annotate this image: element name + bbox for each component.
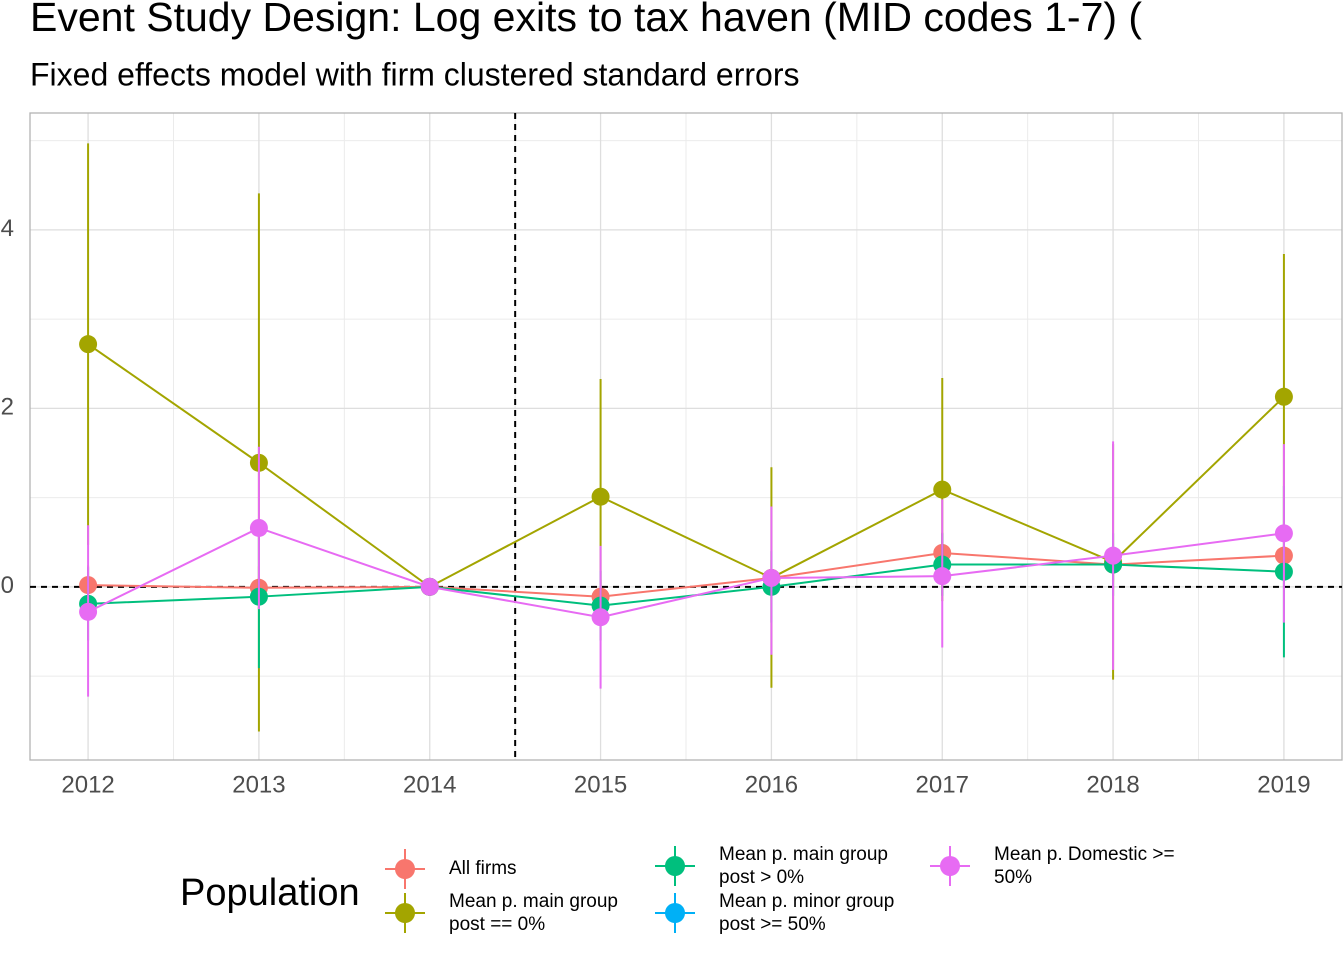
point — [933, 567, 952, 586]
panel-border — [29, 112, 1343, 761]
series-line — [88, 551, 1284, 598]
legend-key — [940, 856, 960, 876]
legend-label: Mean p. minor group post >= 50% — [719, 891, 895, 935]
legend-label: Mean p. Domestic >= 50% — [994, 844, 1175, 888]
x-tick-label: 2018 — [1086, 771, 1139, 798]
point — [79, 602, 98, 621]
point — [420, 577, 439, 596]
x-tick-label: 2014 — [403, 771, 456, 798]
legend-label: Mean p. main group post > 0% — [719, 844, 888, 888]
legend-label: Mean p. main group post == 0% — [449, 891, 618, 935]
x-tick-label: 2012 — [61, 771, 114, 798]
x-tick-label: 2017 — [916, 771, 969, 798]
point — [933, 480, 952, 499]
point — [591, 487, 610, 506]
legend-key — [395, 903, 415, 923]
x-tick-label: 2016 — [745, 771, 798, 798]
legend-label: All firms — [449, 858, 517, 879]
y-tick-label: 0 — [1, 572, 14, 599]
x-tick-label: 2019 — [1257, 771, 1310, 798]
point — [1274, 387, 1293, 406]
point — [249, 518, 268, 537]
point — [762, 568, 781, 587]
series-line — [87, 526, 1285, 619]
series-line — [88, 563, 1284, 607]
legend-key — [395, 859, 415, 879]
x-tick-label: 2013 — [232, 771, 285, 798]
point — [591, 608, 610, 627]
chart-title: Event Study Design: Log exits to tax hav… — [30, 0, 1142, 40]
series-line — [87, 343, 1285, 589]
legend-title: Population — [180, 872, 360, 914]
y-tick-label: 4 — [1, 215, 14, 242]
chart-subtitle: Fixed effects model with firm clustered … — [30, 56, 799, 92]
point — [79, 335, 98, 354]
y-tick-label: 2 — [1, 394, 14, 421]
point — [1274, 524, 1293, 543]
x-tick-label: 2015 — [574, 771, 627, 798]
point — [1104, 546, 1123, 565]
legend-key — [665, 856, 685, 876]
legend-key — [665, 903, 685, 923]
